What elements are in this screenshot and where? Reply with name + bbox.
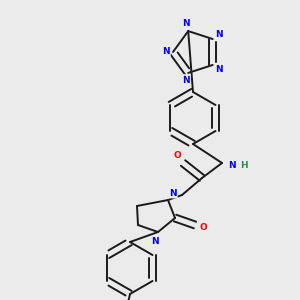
Text: N: N [182,20,190,29]
Text: N: N [162,47,170,56]
Text: N: N [215,65,223,74]
Text: O: O [199,224,207,232]
Text: N: N [214,31,222,40]
Text: O: O [173,151,181,160]
Text: N: N [182,19,190,28]
Text: N: N [228,160,236,169]
Text: N: N [151,238,159,247]
Text: N: N [182,76,190,85]
Text: N: N [215,30,223,39]
Text: H: H [240,160,248,169]
Text: N: N [182,75,190,84]
Text: N: N [214,64,222,74]
Text: N: N [169,188,177,197]
